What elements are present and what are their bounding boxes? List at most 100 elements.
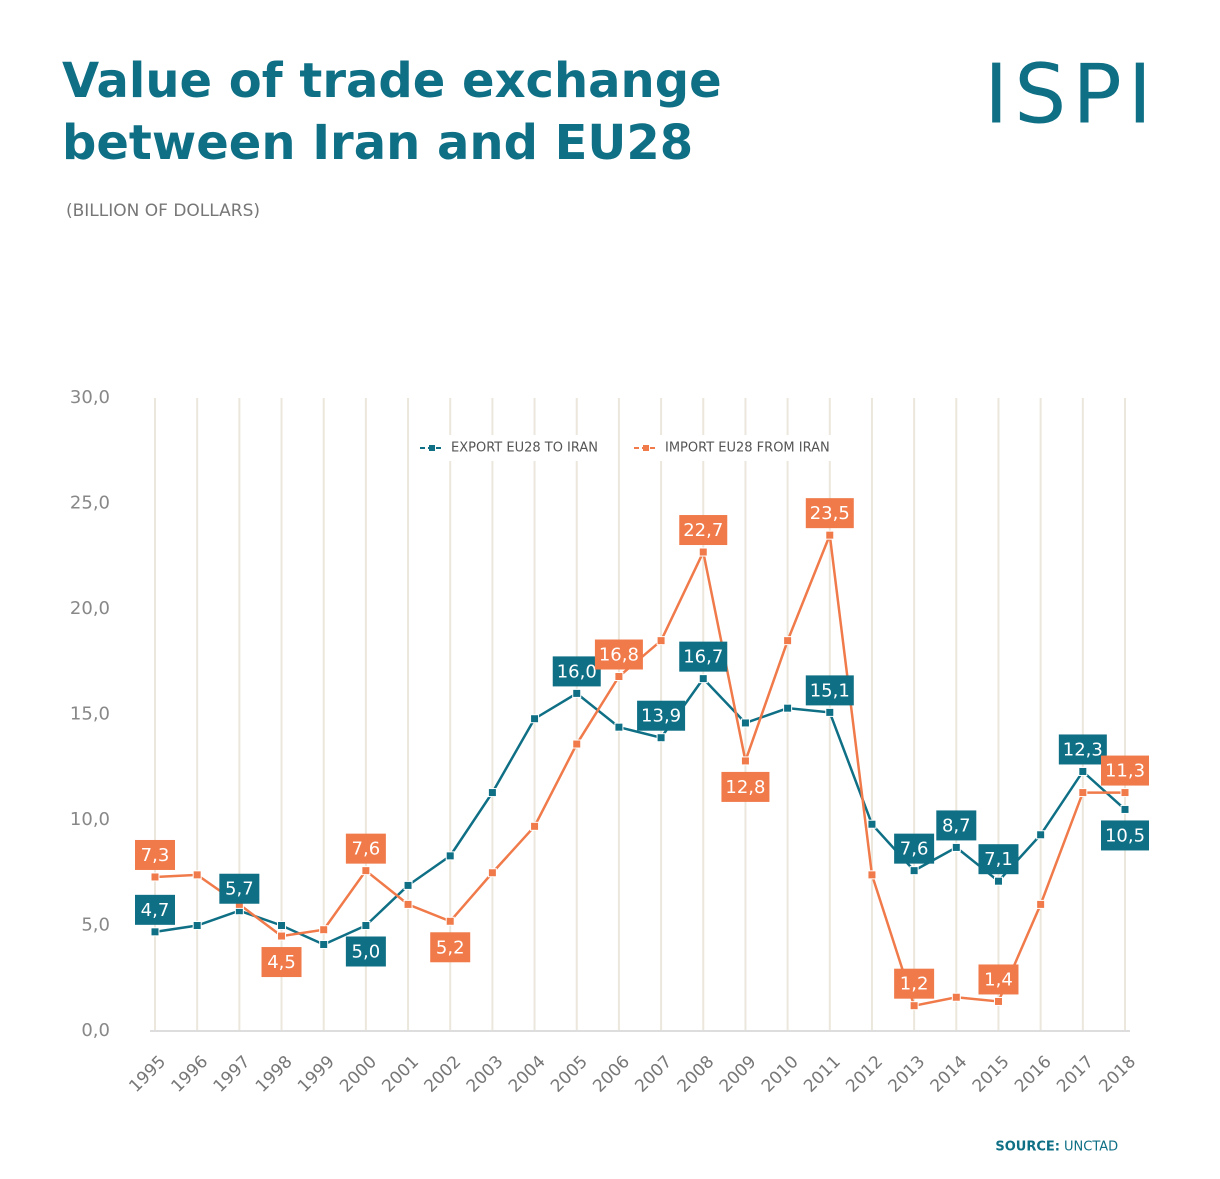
- point: [361, 866, 371, 876]
- point: [403, 880, 413, 890]
- label-box: [1101, 755, 1149, 786]
- label-box: [135, 894, 175, 925]
- x-tick-label: 2009: [716, 1052, 761, 1097]
- point: [698, 674, 708, 684]
- label-box: [805, 675, 854, 706]
- data-label: 7,6: [352, 839, 381, 860]
- point: [150, 872, 160, 882]
- x-tick-label: 1998: [252, 1052, 297, 1097]
- point: [825, 707, 835, 717]
- x-tick-label: 2001: [378, 1052, 423, 1097]
- point: [572, 739, 582, 749]
- point: [993, 996, 1003, 1006]
- point: [825, 530, 835, 540]
- data-label: 7,1: [984, 849, 1013, 870]
- x-tick-label: 2007: [631, 1052, 676, 1097]
- point: [783, 703, 793, 713]
- point: [530, 821, 540, 831]
- point: [487, 868, 497, 878]
- chart-title: Value of trade exchange: [62, 53, 722, 109]
- y-tick-label: 20,0: [70, 598, 110, 619]
- point: [192, 921, 202, 930]
- x-tick-label: 2002: [421, 1052, 466, 1097]
- chart-subtitle: (BILLION OF DOLLARS): [66, 201, 260, 221]
- point: [319, 939, 329, 949]
- data-label: 23,5: [810, 503, 850, 524]
- data-label: 5,2: [436, 937, 465, 958]
- point: [614, 672, 624, 682]
- x-tick-label: 2010: [758, 1052, 803, 1097]
- data-label: 16,7: [683, 647, 723, 668]
- data-label: 7,3: [141, 845, 170, 866]
- data-label: 8,7: [942, 815, 971, 836]
- x-tick-label: 2012: [842, 1052, 887, 1097]
- point: [192, 870, 202, 880]
- label-box: [1058, 734, 1107, 765]
- x-tick-label: 2014: [927, 1052, 972, 1097]
- data-label: 10,5: [1105, 825, 1145, 846]
- point: [993, 876, 1003, 886]
- label-box: [345, 936, 386, 967]
- data-label: 11,3: [1105, 761, 1145, 782]
- label-box: [637, 700, 686, 731]
- label-box: [219, 873, 260, 904]
- x-tick-label: 2018: [1095, 1052, 1140, 1097]
- data-label: 13,9: [641, 706, 681, 727]
- x-tick-label: 2015: [969, 1052, 1014, 1097]
- series-line: [154, 676, 1126, 946]
- label-box: [552, 656, 601, 687]
- label-box: [345, 833, 386, 864]
- x-tick-label: 1996: [168, 1052, 213, 1097]
- data-label: 15,1: [810, 680, 850, 701]
- point: [361, 921, 371, 930]
- label-box: [679, 515, 728, 546]
- point: [403, 899, 413, 909]
- logo: ISPI: [984, 47, 1158, 142]
- legend-label: IMPORT EU28 FROM IRAN: [665, 441, 830, 456]
- data-label: 22,7: [683, 520, 723, 541]
- point: [740, 756, 750, 766]
- legend-bg: [414, 435, 614, 461]
- label-box: [805, 498, 854, 529]
- source-label: SOURCE:: [995, 1140, 1060, 1155]
- label-box: [894, 833, 935, 864]
- legend-marker: [643, 445, 649, 451]
- x-tick-label: 1995: [125, 1052, 170, 1097]
- point: [614, 722, 624, 732]
- legend-bg: [628, 435, 843, 461]
- point: [740, 718, 750, 728]
- data-label: 4,7: [141, 900, 170, 921]
- point: [319, 925, 329, 935]
- label-box: [894, 968, 935, 999]
- y-tick-label: 10,0: [70, 809, 110, 830]
- point: [150, 927, 160, 937]
- data-label: 4,5: [267, 952, 296, 973]
- point: [698, 547, 708, 557]
- y-tick-label: 30,0: [70, 387, 110, 408]
- y-tick-label: 0,0: [81, 1020, 110, 1041]
- point: [909, 1001, 919, 1011]
- point: [1120, 804, 1130, 814]
- label-box: [135, 839, 175, 870]
- label-box: [936, 810, 977, 841]
- point: [445, 916, 455, 926]
- point: [572, 688, 582, 698]
- point: [656, 733, 666, 743]
- label-box: [261, 947, 302, 978]
- point: [1078, 788, 1088, 798]
- x-tick-label: 2016: [1011, 1052, 1056, 1097]
- x-tick-label: 2013: [884, 1052, 929, 1097]
- point: [867, 819, 877, 829]
- point: [1078, 766, 1088, 776]
- data-label: 5,7: [225, 879, 254, 900]
- x-tick-label: 2017: [1053, 1052, 1098, 1097]
- legend-label: EXPORT EU28 TO IRAN: [451, 441, 598, 456]
- label-box: [978, 844, 1019, 875]
- point: [867, 870, 877, 880]
- label-box: [679, 641, 728, 672]
- point: [951, 992, 961, 1002]
- x-tick-label: 2005: [547, 1052, 592, 1097]
- point: [1036, 830, 1046, 840]
- y-tick-label: 25,0: [70, 493, 110, 514]
